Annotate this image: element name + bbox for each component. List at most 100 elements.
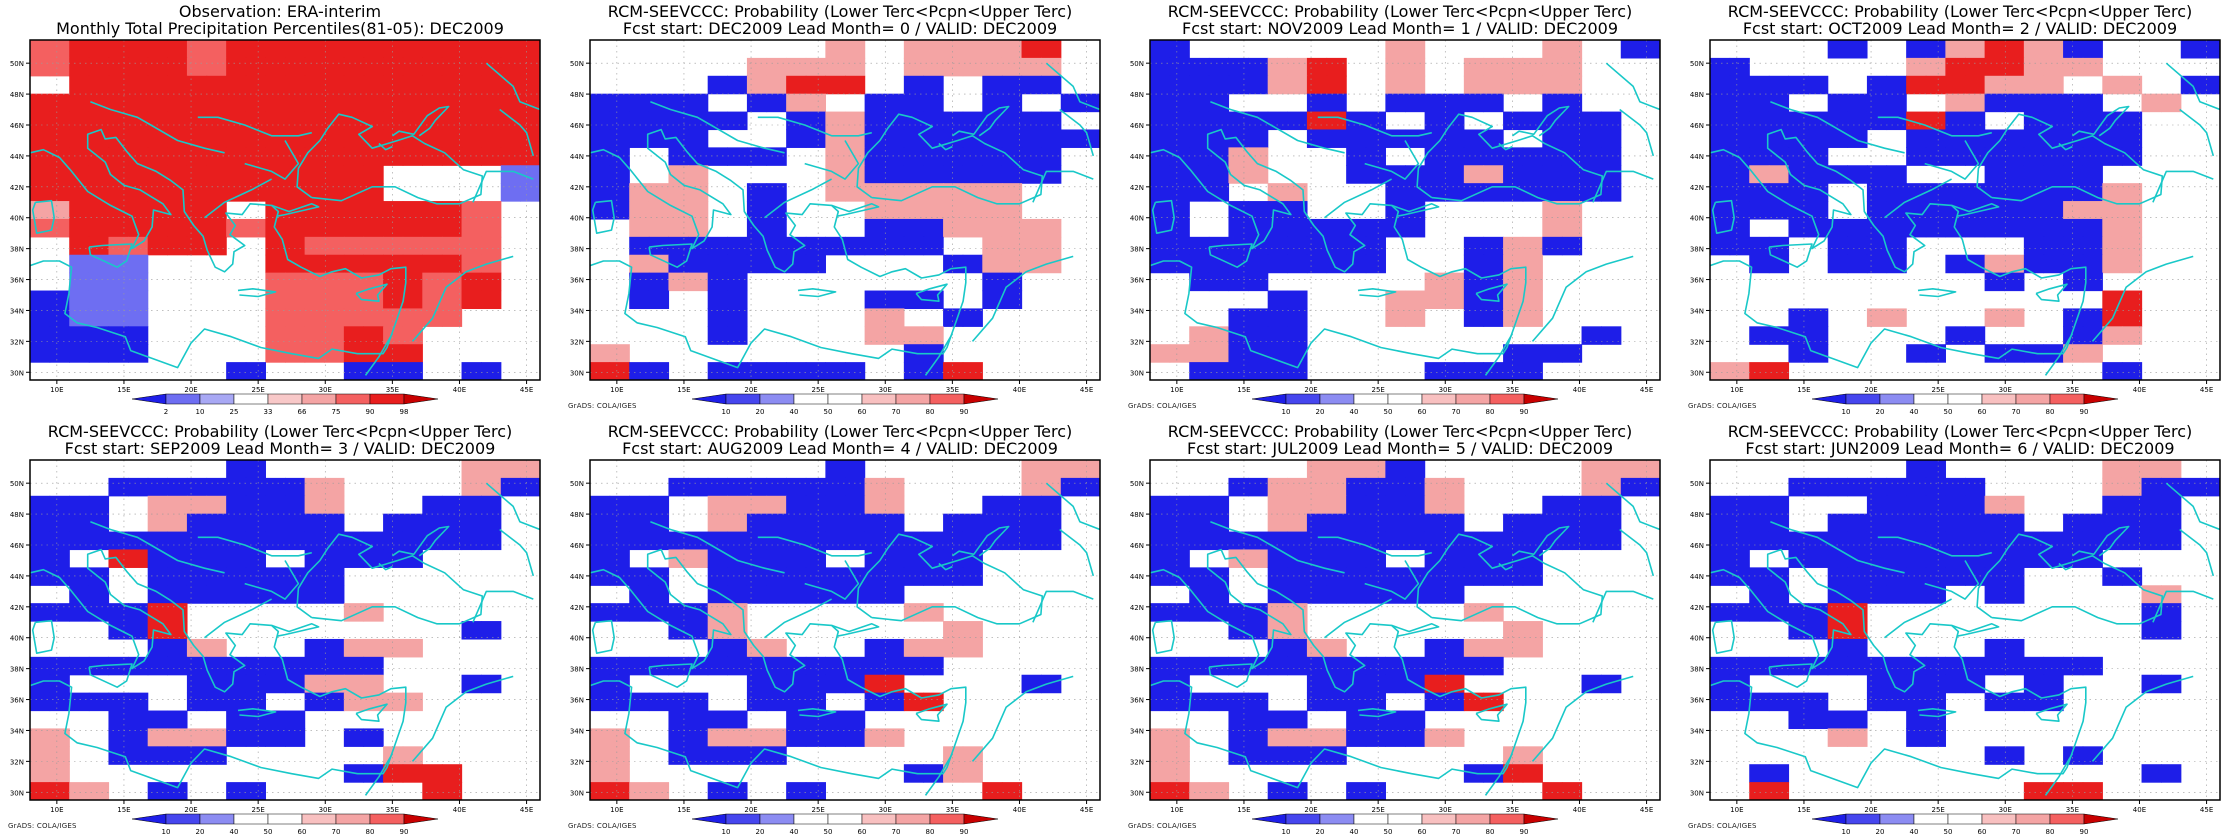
grid-cell: [1503, 362, 1524, 380]
grid-cell: [1827, 165, 1848, 184]
colorbar-label: 60: [858, 408, 867, 416]
grid-cell: [147, 621, 168, 640]
coastline: [856, 533, 1044, 625]
grid-cell: [1984, 75, 2005, 95]
colorbar-segment: [165, 393, 201, 405]
grid-cell: [441, 764, 463, 783]
grid-cell: [786, 728, 807, 747]
grid-cell: [30, 290, 51, 310]
grid-cell: [1808, 621, 1829, 640]
grid-cell: [363, 531, 384, 551]
grid-cell: [590, 549, 611, 568]
lat-tick-label: 36N: [1130, 277, 1144, 285]
grid-cell: [1248, 621, 1269, 640]
grid-cell: [1021, 531, 1042, 551]
grid-cell: [1945, 147, 1966, 166]
grid-cell: [69, 218, 90, 238]
grid-cell: [49, 656, 70, 676]
grid-cell: [402, 326, 423, 345]
grid-cell: [481, 218, 502, 238]
coastline: [2152, 590, 2214, 623]
grid-cell: [786, 692, 807, 712]
grid-cell: [343, 236, 365, 256]
grid-cell: [1729, 111, 1750, 131]
lat-tick-label: 50N: [1130, 480, 1144, 488]
grid-cell: [1169, 254, 1190, 274]
colorbar-segment: [1879, 813, 1915, 825]
grid-cell: [825, 567, 846, 586]
colorbar-segment: [1285, 393, 1321, 405]
grid-cell: [1405, 57, 1426, 77]
grid-cell: [1788, 111, 1809, 131]
coastline: [1511, 525, 1570, 557]
grid-cell: [1267, 362, 1288, 380]
panel-subtitle: Fcst start: OCT2009 Lead Month= 2 / VALI…: [1742, 19, 2178, 38]
grid-cell: [746, 656, 768, 676]
grid-cell: [2063, 344, 2084, 363]
grid-cell: [1228, 129, 1249, 148]
grid-cell: [1886, 165, 1907, 184]
grid-cell: [1827, 585, 1848, 604]
grid-cell: [1405, 495, 1426, 515]
grid-cell: [1808, 326, 1829, 345]
colorbar-label: 70: [892, 828, 901, 836]
grid-cell: [727, 308, 748, 327]
grid-cell: [1542, 129, 1563, 148]
grid-cell: [167, 728, 188, 747]
grid-cell: [343, 656, 365, 676]
grid-cell: [1306, 75, 1328, 95]
grid-cell: [1444, 585, 1465, 604]
grid-cell: [1483, 147, 1504, 166]
grid-cell: [1827, 603, 1848, 622]
grid-cell: [245, 111, 266, 131]
coastline: [1391, 203, 1440, 217]
colorbar-label: 80: [926, 408, 935, 416]
grid-cell: [1189, 782, 1210, 800]
grid-cell: [688, 272, 709, 292]
map-field: [1710, 460, 2220, 800]
grid-cell: [1906, 710, 1927, 730]
grid-cell: [1208, 326, 1230, 345]
grid-cell: [903, 290, 925, 310]
grid-cell: [1827, 93, 1848, 113]
grid-cell: [943, 111, 964, 131]
coastline: [1324, 178, 1392, 219]
grid-cell: [1542, 165, 1563, 184]
grid-cell: [147, 147, 168, 166]
grid-cell: [1021, 147, 1042, 166]
grid-cell: [324, 236, 345, 256]
grid-cell: [1287, 603, 1308, 622]
coastline: [1770, 101, 1905, 154]
grid-cell: [609, 603, 630, 622]
lat-tick-label: 44N: [570, 573, 584, 581]
grid-cell: [903, 362, 925, 380]
grid-cell: [590, 513, 611, 533]
grid-cell: [2102, 201, 2123, 220]
grid-cell: [727, 549, 748, 568]
grid-cell: [786, 710, 807, 730]
grid-cell: [903, 40, 925, 59]
grid-cell: [1208, 362, 1230, 380]
grid-cell: [1021, 75, 1042, 95]
lon-tick-label: 10E: [50, 806, 63, 814]
grid-cell: [1522, 236, 1543, 256]
grid-cell: [746, 531, 768, 551]
grid-cell: [1150, 57, 1171, 77]
grid-cell: [1228, 710, 1249, 730]
grid-cell: [2023, 75, 2045, 95]
grid-cell: [688, 549, 709, 568]
grid-cell: [167, 40, 188, 59]
grid-cell: [1965, 111, 1986, 131]
map-panel-4: 30N 32N 34N 36N 38N 40N 42N 44N 46N 48N 50N 10E 15E 2…: [0, 420, 560, 840]
grid-cell: [441, 254, 463, 274]
grid-cell: [1483, 290, 1504, 310]
grid-cell: [2141, 495, 2162, 515]
grid-cell: [2102, 326, 2123, 345]
grid-cell: [1925, 111, 1946, 131]
grid-cell: [69, 254, 90, 274]
grid-cell: [727, 638, 748, 658]
grid-cell: [727, 362, 748, 380]
grid-cell: [1169, 183, 1190, 202]
grid-cell: [2063, 218, 2084, 238]
grid-cell: [285, 183, 306, 202]
